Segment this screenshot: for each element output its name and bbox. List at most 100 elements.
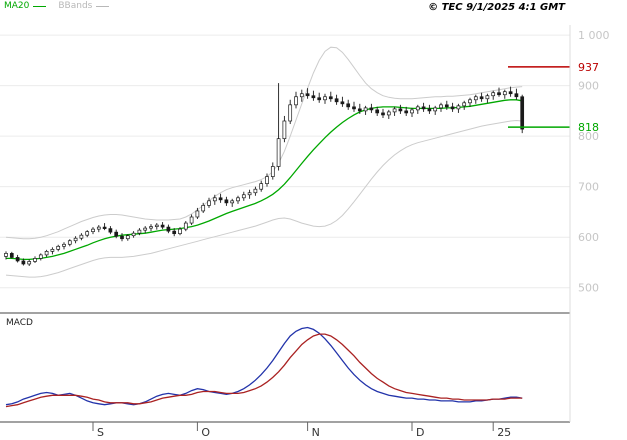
candle-body	[4, 253, 8, 257]
candle-body	[207, 200, 211, 206]
legend-bbands-dash	[96, 5, 110, 7]
candle-body	[398, 108, 403, 112]
candle-body	[311, 95, 316, 99]
ma20-line	[6, 99, 523, 261]
candle-body	[433, 107, 438, 112]
candle-body	[381, 112, 385, 116]
candle-body	[473, 96, 478, 101]
candle-body	[247, 192, 252, 196]
candle-body	[386, 111, 391, 116]
candle-body	[502, 91, 507, 96]
candle-body	[323, 96, 327, 101]
resistance-label: 937	[578, 61, 599, 74]
candle-body	[50, 248, 55, 252]
y-axis-label: 800	[578, 130, 599, 143]
candle-body	[328, 96, 333, 100]
candle-body	[218, 197, 223, 201]
legend-bbands-label: BBands	[58, 1, 93, 11]
candle-body	[479, 96, 484, 100]
x-axis-label: S	[97, 426, 104, 439]
candle-body	[491, 92, 496, 97]
candle-body	[450, 106, 455, 110]
candle-body	[27, 261, 32, 265]
candle-body	[212, 197, 217, 202]
support-label: 818	[578, 121, 599, 134]
candle-body	[253, 188, 258, 194]
candle-body	[67, 240, 72, 245]
candle-body	[241, 194, 246, 199]
macd-label-text: MACD	[6, 318, 33, 328]
candle-body	[125, 235, 130, 240]
x-axis-label: 25	[497, 426, 511, 439]
bband-line	[5, 46, 523, 240]
candle-body	[166, 226, 171, 232]
y-axis-label: 600	[578, 231, 599, 244]
candle-body	[392, 108, 397, 113]
candle-body	[79, 234, 84, 239]
macd-panel-label: MACD	[6, 318, 33, 328]
candle-body	[114, 231, 119, 237]
candle-body	[363, 107, 368, 112]
candle-body	[96, 226, 101, 230]
candle-body	[38, 254, 43, 259]
candle-body	[288, 104, 293, 122]
candle-body	[154, 224, 159, 227]
candle-body	[514, 93, 519, 98]
candle-body	[172, 230, 177, 235]
candle-body	[73, 237, 78, 242]
candle-body	[439, 104, 443, 109]
candle-body	[9, 253, 14, 258]
macd-macd-line	[5, 326, 523, 406]
legend-item-bbands: BBands	[58, 1, 110, 11]
candle-body	[160, 224, 165, 228]
x-axis-label: N	[312, 426, 320, 439]
legend: MA20 BBands	[4, 1, 110, 11]
candle-body	[346, 103, 351, 108]
y-axis-label: 1 000	[578, 29, 610, 42]
y-axis-label: 900	[578, 80, 599, 93]
candle-body	[421, 106, 426, 110]
candle-body	[236, 197, 240, 202]
candle-body	[410, 109, 414, 114]
candle-body	[305, 93, 310, 97]
legend-ma20-dash	[33, 5, 47, 7]
candle-body	[404, 110, 409, 114]
candle-body	[62, 243, 66, 247]
y-axis-label: 700	[578, 181, 599, 194]
candle-body	[120, 235, 124, 240]
bband-line	[5, 119, 523, 278]
candle-body	[85, 231, 90, 236]
y-axis-label: 500	[578, 282, 599, 295]
candle-body	[270, 166, 275, 177]
candle-body	[456, 105, 461, 110]
candle-body	[462, 102, 467, 107]
candle-body	[444, 104, 449, 108]
copyright-text: © TEC 9/1/2025 4:1 GMT	[428, 2, 565, 13]
candle-body	[265, 176, 269, 185]
candle-body	[276, 138, 281, 167]
candle-body	[357, 108, 362, 112]
candle-body	[195, 210, 200, 218]
candle-body	[294, 96, 298, 106]
candle-body	[427, 108, 432, 112]
candle-body	[520, 96, 525, 130]
candle-body	[143, 227, 148, 231]
candle-body	[230, 200, 235, 204]
candle-body	[91, 228, 95, 233]
candle-body	[102, 226, 107, 229]
candle-body	[21, 260, 26, 265]
candle-body	[224, 199, 229, 204]
candle-body	[415, 106, 420, 111]
legend-item-ma20: MA20	[4, 1, 47, 11]
candle-body	[56, 245, 61, 250]
macd-signal-line	[5, 333, 523, 408]
candle-body	[299, 93, 304, 98]
candle-body	[33, 258, 37, 262]
candle-body	[259, 183, 264, 190]
candle-body	[131, 232, 136, 237]
candle-body	[375, 109, 380, 114]
candle-body	[468, 99, 472, 104]
candle-body	[485, 95, 490, 100]
